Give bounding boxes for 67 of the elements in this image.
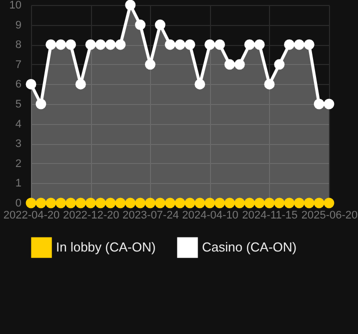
point [304, 39, 314, 50]
point [154, 20, 166, 30]
point [264, 198, 275, 208]
point [26, 78, 36, 90]
y-tick-label: 2 [15, 158, 22, 170]
point [56, 198, 66, 208]
point [85, 198, 96, 208]
point [254, 39, 265, 50]
point [144, 198, 156, 208]
point [214, 198, 225, 208]
point [26, 198, 36, 208]
point [194, 78, 206, 90]
point [75, 78, 86, 90]
point [36, 198, 46, 208]
point [184, 198, 196, 208]
point [95, 198, 106, 208]
point [125, 0, 136, 10]
point [65, 39, 76, 50]
point [65, 198, 76, 208]
y-tick-label: 3 [15, 138, 22, 150]
point [244, 198, 255, 208]
point [135, 198, 146, 208]
y-tick-label: 10 [9, 0, 22, 12]
x-tick-label: 2025-06-20 [301, 210, 358, 222]
point [314, 198, 324, 208]
y-tick-label: 1 [15, 178, 22, 190]
point [234, 59, 245, 70]
point [254, 198, 265, 208]
x-tick-label: 2023-07-24 [122, 210, 179, 222]
point [194, 198, 206, 208]
point [125, 198, 136, 208]
point [135, 20, 146, 30]
legend-label: Casino (CA-ON) [202, 240, 297, 255]
point [274, 59, 285, 70]
point [224, 198, 235, 208]
legend-label: In lobby (CA-ON) [56, 240, 156, 255]
y-tick-label: 8 [15, 39, 22, 52]
point [274, 198, 285, 208]
point [105, 198, 116, 208]
point [284, 198, 295, 208]
point [204, 198, 216, 208]
point [294, 198, 304, 208]
y-tick-label: 4 [15, 118, 22, 130]
y-tick-label: 5 [15, 98, 22, 110]
point [174, 198, 186, 208]
point [36, 98, 46, 110]
point [144, 59, 156, 70]
point [115, 39, 126, 50]
y-tick-label: 0 [15, 198, 22, 210]
point [46, 198, 56, 208]
point [214, 39, 225, 50]
point [234, 198, 245, 208]
point [184, 39, 196, 50]
y-tick-label: 6 [15, 78, 22, 91]
point [75, 198, 86, 208]
x-tick-label: 2024-04-10 [182, 210, 238, 222]
y-tick-label: 9 [15, 19, 22, 32]
x-tick-label: 2024-11-15 [242, 210, 298, 222]
x-tick-label: 2022-12-20 [62, 210, 120, 222]
x-tick-label: 2022-04-20 [3, 210, 60, 222]
y-tick-label: 7 [15, 58, 22, 71]
point [264, 78, 275, 90]
point [304, 198, 314, 208]
point [154, 198, 166, 208]
point [115, 198, 126, 208]
point [324, 198, 334, 208]
point [164, 198, 176, 208]
